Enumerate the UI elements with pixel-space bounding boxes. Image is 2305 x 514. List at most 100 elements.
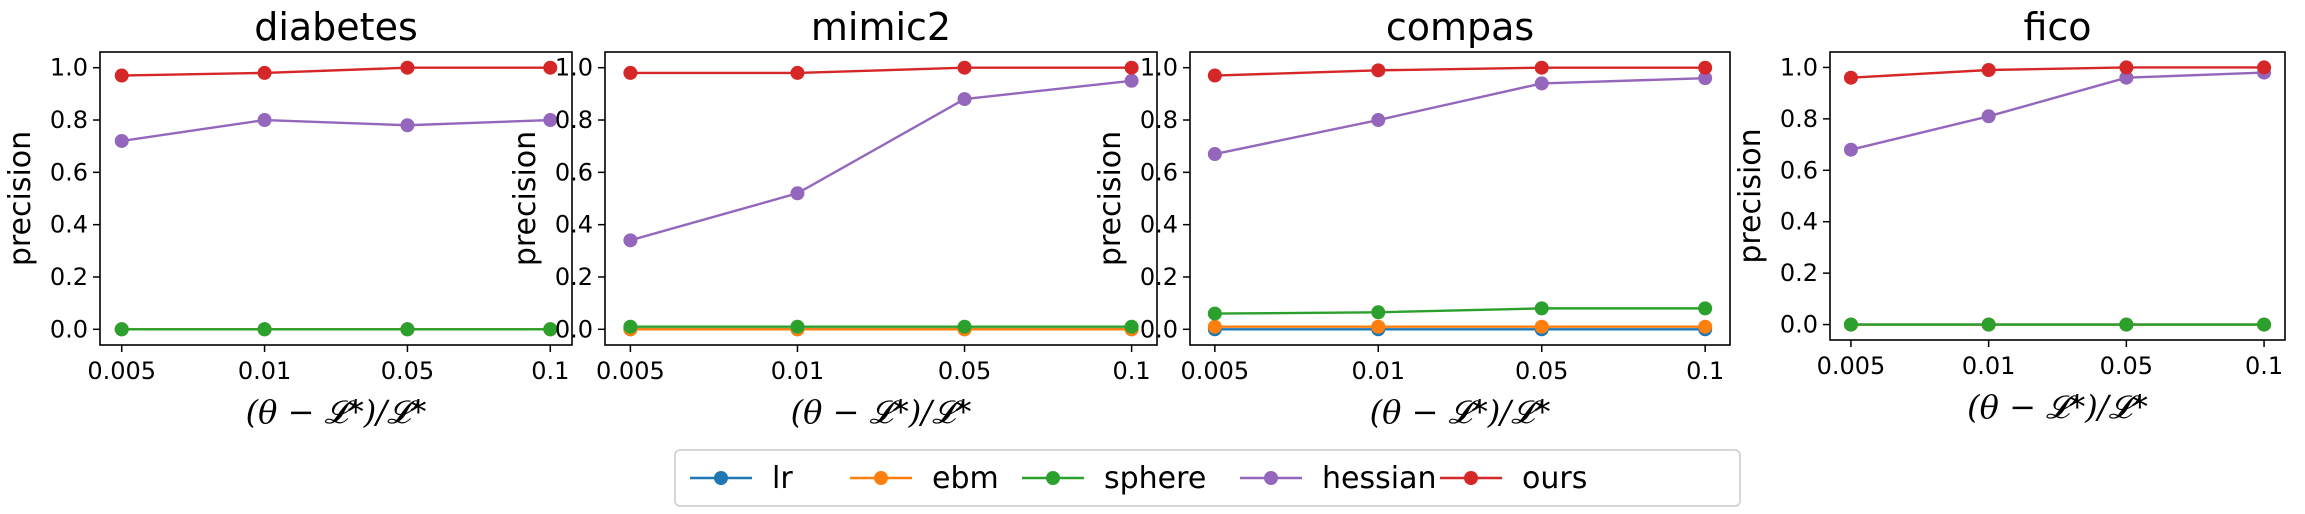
point-sphere (1981, 317, 1996, 332)
point-sphere (1534, 301, 1549, 316)
point-ours (2119, 60, 2134, 75)
point-sphere (543, 322, 558, 337)
x-axis-label: (θ − 𝓛*)/𝓛* (246, 393, 427, 431)
point-sphere (1698, 301, 1713, 316)
series-line-ours (1850, 66, 2265, 79)
y-tick-label: 0.4 (1780, 208, 1818, 236)
chart-title: fico (2023, 5, 2091, 49)
y-tick-label: 0.2 (555, 263, 593, 291)
point-ours (623, 65, 638, 80)
series-line-ours (1214, 66, 1706, 77)
series-line-ours (121, 66, 551, 77)
y-tick-label: 1.0 (1780, 53, 1818, 81)
x-tick-label: 0.05 (381, 357, 434, 385)
point-sphere (2119, 317, 2134, 332)
point-ours (1207, 68, 1222, 83)
x-tick-label: 0.005 (1180, 357, 1249, 385)
legend-label-sphere: sphere (1104, 461, 1206, 496)
legend-marker-sphere (1046, 471, 1060, 485)
legend-marker-ebm (874, 471, 888, 485)
point-ours (1534, 60, 1549, 75)
point-ebm (1698, 319, 1713, 334)
point-hessian (1371, 113, 1386, 128)
point-ours (1371, 63, 1386, 78)
y-tick-label: 0.4 (50, 211, 88, 239)
y-tick-label: 0.4 (1140, 211, 1178, 239)
x-axis-label: (θ − 𝓛*)/𝓛* (791, 393, 972, 431)
point-ours (400, 60, 415, 75)
y-axis-label: precision (3, 131, 38, 266)
legend-label-lr: lr (772, 461, 793, 496)
y-tick-label: 0.8 (50, 106, 88, 134)
chart-title: diabetes (254, 5, 418, 49)
y-tick-label: 1.0 (1140, 54, 1178, 82)
point-hessian (543, 113, 558, 128)
point-hessian (957, 92, 972, 107)
x-tick-label: 0.05 (938, 357, 991, 385)
point-ours (114, 68, 129, 83)
y-tick-label: 1.0 (50, 54, 88, 82)
point-hessian (257, 113, 272, 128)
legend-marker-ours (1464, 471, 1478, 485)
y-tick-label: 0.6 (1140, 158, 1178, 186)
point-ours (957, 60, 972, 75)
point-hessian (1534, 76, 1549, 91)
x-tick-label: 0.05 (2100, 352, 2153, 380)
chart-title: compas (1386, 5, 1534, 49)
point-hessian (2119, 70, 2134, 85)
y-tick-label: 1.0 (555, 54, 593, 82)
point-hessian (623, 233, 638, 248)
y-tick-label: 0.6 (555, 158, 593, 186)
point-sphere (1124, 319, 1139, 334)
y-axis-label: precision (508, 131, 543, 266)
panel-2: compas precision (θ − 𝓛*)/𝓛* 0.0 0.2 0.4 0.6 0.… (1093, 5, 1731, 431)
x-tick-label: 0.1 (1113, 357, 1151, 385)
point-hessian (1981, 109, 1996, 124)
x-tick-label: 0.1 (531, 357, 569, 385)
y-tick-label: 0.0 (50, 315, 88, 343)
point-sphere (257, 322, 272, 337)
point-sphere (2257, 317, 2272, 332)
point-sphere (957, 319, 972, 334)
y-tick-label: 0.8 (555, 106, 593, 134)
y-tick-label: 0.0 (555, 315, 593, 343)
x-tick-label: 0.1 (2245, 352, 2283, 380)
point-sphere (400, 322, 415, 337)
y-axis-label: precision (1093, 131, 1128, 266)
legend: lr ebm sphere hessian ours (674, 449, 1741, 507)
x-tick-label: 0.005 (596, 357, 665, 385)
x-tick-label: 0.005 (1817, 352, 1886, 380)
series-line-hessian (1850, 71, 2265, 151)
point-hessian (1843, 142, 1858, 157)
legend-marker-hessian (1264, 471, 1278, 485)
axes-frame (604, 51, 1158, 346)
legend-label-ours: ours (1522, 461, 1587, 496)
y-tick-label: 0.6 (50, 158, 88, 186)
x-tick-label: 0.01 (238, 357, 291, 385)
y-tick-label: 0.4 (555, 211, 593, 239)
point-hessian (1124, 73, 1139, 88)
series-line-hessian (630, 79, 1132, 242)
y-tick-label: 0.8 (1780, 105, 1818, 133)
x-tick-label: 0.01 (1352, 357, 1405, 385)
legend-box (674, 449, 1741, 507)
y-tick-label: 0.6 (1780, 156, 1818, 184)
y-tick-label: 0.2 (1780, 259, 1818, 287)
axes-frame (99, 51, 573, 346)
point-ebm (1207, 319, 1222, 334)
y-tick-label: 0.0 (1140, 315, 1178, 343)
y-tick-label: 0.2 (50, 263, 88, 291)
point-ours (1698, 60, 1713, 75)
legend-marker-lr (714, 471, 728, 485)
panel-0: diabetes precision (θ − 𝓛*)/𝓛* 0.0 0.2 0.4 0.6… (3, 5, 573, 431)
point-hessian (114, 133, 129, 148)
panel-3: fico precision (θ − 𝓛*)/𝓛* 0.0 0.2 0.4 0.6 0.8 1… (1733, 5, 2286, 426)
y-tick-label: 0.0 (1780, 311, 1818, 339)
point-hessian (790, 186, 805, 201)
point-ours (1124, 60, 1139, 75)
point-ours (1981, 63, 1996, 77)
x-tick-label: 0.01 (771, 357, 824, 385)
point-hessian (1207, 147, 1222, 162)
x-axis-label: (θ − 𝓛*)/𝓛* (1967, 388, 2148, 426)
